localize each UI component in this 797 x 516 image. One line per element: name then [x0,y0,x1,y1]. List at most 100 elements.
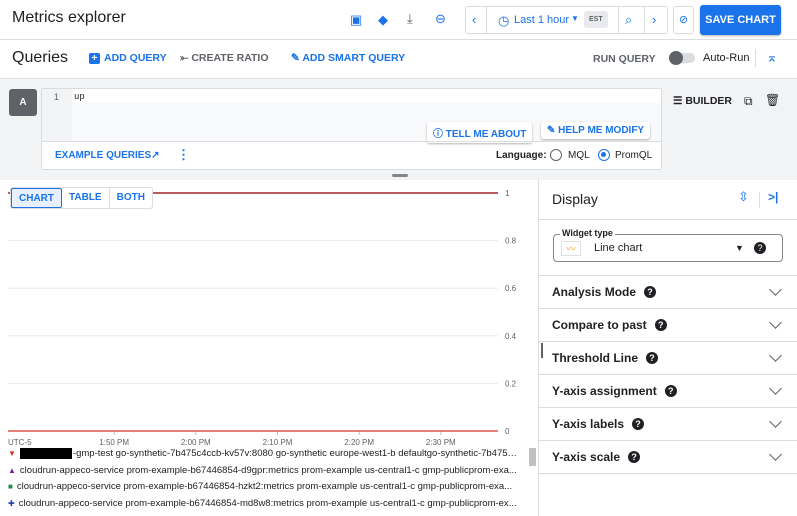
ratio-icon: ⤜ [180,52,192,64]
line-chart: 1 0.8 0.6 0.4 0.2 0 UTC-5 1:50 PM 2:00 PM 2:10 PM… [8,189,517,447]
legend-label: cloudrun-appeco-service prom-example-b67… [19,464,517,476]
download-icon[interactable]: ⤓ [407,11,413,26]
time-range-select[interactable]: Last 1 hour [514,14,570,26]
query-label-badge[interactable]: A [9,89,37,116]
help-icon[interactable]: ? [754,242,766,254]
legend-item[interactable]: ■ cloudrun-appeco-service prom-example-b6… [8,481,520,492]
tell-me-about-label: TELL ME ABOUT [445,129,527,140]
create-ratio-button[interactable]: ⤜ CREATE RATIO [180,52,269,65]
clock-icon: ◷ [498,13,510,28]
help-icon[interactable]: ? [644,286,657,298]
more-options-icon[interactable]: ⋮ [177,147,190,162]
chevron-down-icon[interactable] [769,382,782,395]
chevron-down-icon[interactable] [769,415,782,428]
add-smart-query-label: ADD SMART QUERY [302,52,406,64]
chevron-down-icon[interactable] [769,283,782,296]
section-label: Y-axis assignment [552,384,657,398]
resize-handle[interactable] [392,174,408,177]
help-icon[interactable]: ? [654,319,667,331]
y-tick-label: 0.4 [505,332,517,341]
query-editor: 1 up ⓘ TELL ME ABOUT ✎ HELP ME MODIFY EX… [41,88,662,170]
y-tick-label: 0 [505,427,510,436]
section-label: Analysis Mode [552,285,637,299]
display-title: Display [552,191,598,207]
section-analysis-mode[interactable]: Analysis Mode? [539,275,797,308]
legend-label: -gmp-test go-synthetic-7b475c4ccb-kv57v:… [72,448,520,460]
tune-icon: ☰ [673,95,686,107]
section-label: Threshold Line [552,351,639,365]
section-threshold-line[interactable]: Threshold Line? [539,341,797,374]
mql-radio[interactable] [550,149,562,161]
builder-button[interactable]: ☰ BUILDER [673,95,732,107]
add-smart-query-button[interactable]: ✎ ADD SMART QUERY [291,52,405,64]
legend-item[interactable]: ✚ cloudrun-appeco-service prom-example-b6… [8,498,520,509]
promql-radio[interactable] [598,149,610,161]
widget-type-value: Line chart [594,242,643,254]
run-query-button[interactable]: RUN QUERY [593,53,656,65]
mql-label: MQL [568,150,590,161]
tell-me-about-button[interactable]: ⓘ TELL ME ABOUT [427,122,533,143]
info-icon: ⓘ [433,129,446,140]
section-y-axis-scale[interactable]: Y-axis scale? [539,440,797,473]
drag-handle[interactable] [541,343,543,358]
save-chart-button[interactable]: SAVE CHART [700,5,781,35]
close-panel-icon[interactable]: >| [768,190,779,204]
section-y-axis-labels[interactable]: Y-axis labels? [539,407,797,440]
help-me-modify-label: HELP ME MODIFY [558,125,645,136]
code-icon[interactable]: ◆ [378,12,388,27]
chevron-down-icon[interactable] [769,316,782,329]
add-query-label: ADD QUERY [104,52,167,64]
previous-icon[interactable]: ‹ [472,12,477,27]
expand-collapse-icon[interactable]: ⇳ [738,189,749,204]
table-view-button[interactable]: TABLE [62,188,110,208]
add-query-button[interactable]: + ADD QUERY [89,52,167,64]
example-queries-link[interactable]: EXAMPLE QUERIES↗ [55,150,160,161]
section-compare-to-past[interactable]: Compare to past? [539,308,797,341]
y-tick-label: 0.2 [505,379,517,388]
section-y-axis-assignment[interactable]: Y-axis assignment? [539,374,797,407]
widget-type-select[interactable]: Widget type 〰 Line chart ▼ ? [553,228,783,262]
y-tick-label: 0.8 [505,237,517,246]
x-tick-label: 2:00 PM [181,438,211,447]
promql-label: PromQL [615,150,653,161]
display-panel: Display ⇳ >| Widget type 〰 Line chart ▼ … [538,180,797,516]
collapse-icon[interactable]: ⌅ [766,49,778,65]
x-tick-label: 2:20 PM [344,438,374,447]
help-icon[interactable]: ? [664,385,677,397]
view-toggle: CHART TABLE BOTH [10,187,153,209]
copy-icon[interactable]: ⧉ [744,94,753,108]
next-icon[interactable]: › [652,12,657,27]
chart-view-button[interactable]: CHART [11,188,62,208]
help-icon[interactable]: ? [628,451,641,463]
help-icon[interactable]: ? [646,352,659,364]
chevron-down-icon[interactable] [769,349,782,362]
feedback-icon[interactable]: ▣ [350,12,363,27]
page-title: Metrics explorer [12,9,126,26]
query-code-input[interactable]: up [74,92,85,102]
legend-scrollbar[interactable] [529,448,536,466]
y-tick-label: 1 [505,189,510,198]
help-me-modify-button[interactable]: ✎ HELP ME MODIFY [541,122,651,139]
legend-item[interactable]: ▲ cloudrun-appeco-service prom-example-b6… [8,465,520,476]
legend-item[interactable]: ▼ -gmp-test go-synthetic-7b475c4ccb-kv57v… [8,448,520,459]
delete-icon[interactable]: 🗑 [765,93,781,107]
auto-refresh-off-icon[interactable]: ⊘ [673,6,694,34]
external-link-icon: ↗ [151,150,160,161]
section-label: Compare to past [552,318,647,332]
create-ratio-label: CREATE RATIO [191,52,269,64]
chevron-down-icon[interactable] [769,448,782,461]
time-range-picker: ‹ ◷ Last 1 hour ▼ EST ⌕ › [465,6,668,34]
both-view-button[interactable]: BOTH [116,192,145,203]
help-icon[interactable]: ? [632,418,645,430]
smart-query-icon: ✎ [291,52,303,64]
series-marker-icon: ✚ [8,498,15,508]
auto-run-label: Auto-Run [703,52,750,64]
queries-title: Queries [12,49,69,66]
link-icon[interactable]: ⊖ [435,11,446,26]
builder-label: BUILDER [685,95,733,107]
timezone-badge[interactable]: EST [584,11,608,28]
auto-run-toggle[interactable] [669,51,696,65]
example-queries-label: EXAMPLE QUERIES [55,150,152,161]
x-tick-label: 1:50 PM [99,438,129,447]
zoom-icon[interactable]: ⌕ [625,12,633,27]
